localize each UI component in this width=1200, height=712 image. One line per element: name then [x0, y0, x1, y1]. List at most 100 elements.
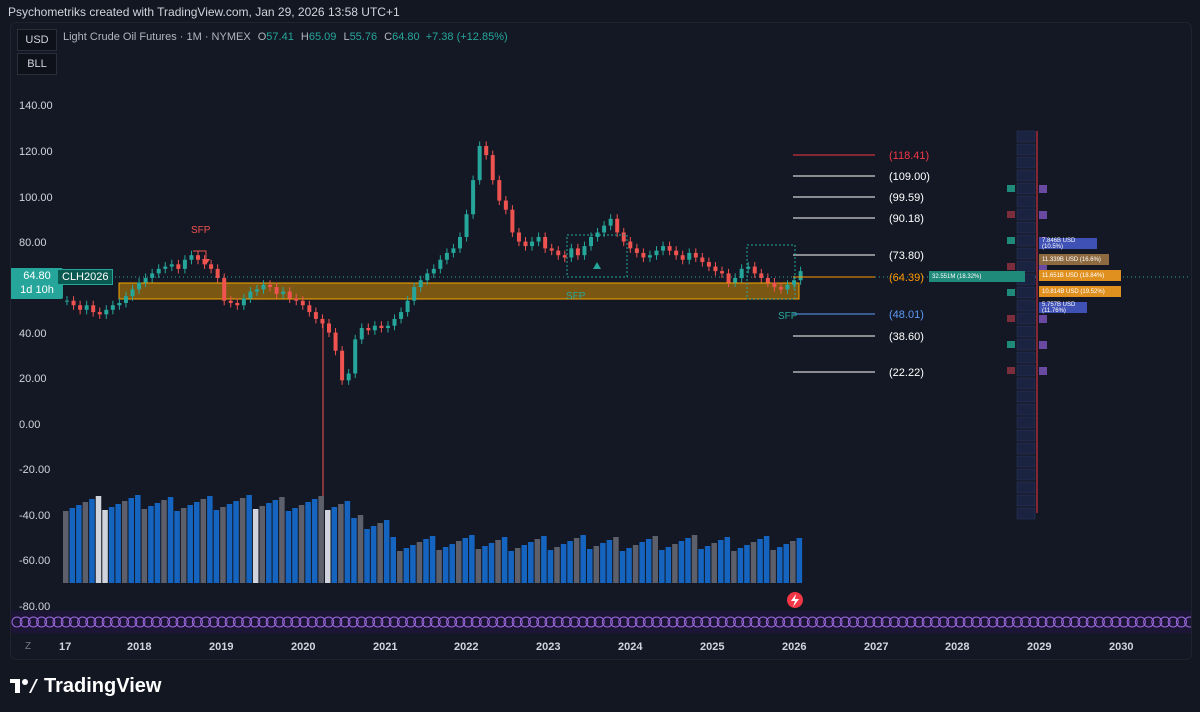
price-chart[interactable] [11, 23, 1191, 659]
event-circle [765, 616, 777, 628]
event-circle [962, 616, 974, 628]
candle-body [608, 218, 613, 226]
currency-button[interactable]: USD [17, 29, 57, 51]
volume-bar [121, 501, 128, 583]
candle-body [752, 266, 757, 274]
event-circle [364, 616, 376, 628]
event-markers [11, 616, 1191, 628]
event-circle [946, 616, 958, 628]
candle-body [130, 289, 135, 297]
volume-bar [377, 523, 383, 583]
event-circle [446, 616, 458, 628]
x-tick: 2025 [700, 641, 725, 653]
event-circle [429, 616, 441, 628]
volume-profile [1007, 130, 1047, 520]
x-tick: 2021 [373, 641, 398, 653]
vp-volume-bar [1039, 341, 1047, 349]
volume-bar [325, 510, 331, 583]
close-label: C [384, 31, 393, 43]
volume-bar [606, 540, 613, 583]
volume-bar [514, 548, 521, 583]
candle-body [621, 232, 626, 242]
candle-body [706, 262, 711, 267]
volume-bar [174, 511, 180, 583]
vp-delta-bar [1007, 367, 1015, 374]
tradingview-logo[interactable]: TradingView [10, 672, 161, 700]
vp-level-cell [1016, 182, 1036, 195]
y-tick: -20.00 [19, 464, 51, 476]
vp-delta-bar [1007, 341, 1015, 348]
volume-bar [213, 510, 220, 583]
event-circle [987, 616, 999, 628]
sfp-arrow-head [202, 259, 210, 265]
candle-body [713, 266, 718, 272]
event-circle [413, 616, 425, 628]
event-circle [528, 616, 540, 628]
fib-extension [793, 154, 875, 373]
vp-level-cell [1016, 130, 1036, 143]
candle-body [274, 287, 279, 294]
sfp-arrow [193, 250, 207, 259]
volume-bar [691, 535, 698, 583]
event-circle [503, 616, 515, 628]
event-circle [306, 616, 318, 628]
event-circle [68, 616, 80, 628]
low-value: 55.76 [349, 31, 378, 43]
unit-button[interactable]: BLL [17, 53, 57, 75]
event-circle [183, 616, 195, 628]
volume-bar [318, 496, 324, 583]
candle-body [490, 155, 495, 181]
volume-bar [338, 504, 344, 583]
event-circle [880, 616, 892, 628]
vp-row: 11.651B USD (18.84%) [1039, 270, 1121, 281]
candle-body [97, 312, 102, 315]
candle-body [215, 268, 220, 278]
last-price-label: 64.80 1d 10h [11, 268, 63, 299]
event-circle [478, 616, 490, 628]
event-circle [716, 616, 728, 628]
event-circle [782, 616, 794, 628]
volume-bar [266, 503, 272, 583]
volume-bar [246, 495, 252, 583]
event-circle [437, 616, 449, 628]
event-circle [938, 616, 950, 628]
volume-bar [89, 499, 95, 583]
event-circle [1003, 616, 1015, 628]
candle-body [798, 271, 803, 281]
event-circle [560, 616, 572, 628]
event-circle [224, 616, 236, 628]
volume-bar [187, 505, 193, 583]
candle-body [438, 259, 443, 269]
candle-body [792, 280, 797, 285]
candle-body [241, 298, 246, 306]
event-circle [790, 616, 802, 628]
candle-body [451, 248, 456, 253]
candle-body [235, 302, 240, 306]
event-circle [700, 616, 712, 628]
candle-body [765, 277, 770, 283]
candle-body [196, 255, 200, 260]
candle-body [536, 237, 541, 242]
volume-bar [207, 496, 213, 583]
event-circle [708, 616, 720, 628]
volume-bar [449, 544, 455, 583]
volume-bar [397, 551, 403, 583]
candle-body [589, 237, 593, 247]
volume-bar [508, 551, 514, 583]
event-circle [52, 616, 64, 628]
fib-label: (64.39) [889, 272, 924, 284]
volume-bar [711, 543, 717, 583]
candle-body [254, 289, 259, 292]
candle-body [615, 218, 620, 233]
x-tick: 2023 [536, 641, 561, 653]
volume-bar [95, 496, 102, 583]
candle-body [772, 282, 777, 288]
volume-bar [128, 498, 134, 583]
event-circle [27, 616, 39, 628]
event-circle [11, 616, 23, 628]
volume-bar [305, 502, 311, 583]
time-zoom-button[interactable]: Z [25, 641, 32, 652]
chart-pane[interactable]: USD BLL Light Crude Oil Futures · 1M · N… [10, 22, 1192, 660]
candle-body [484, 146, 489, 156]
vp-level-cell [1016, 351, 1036, 364]
